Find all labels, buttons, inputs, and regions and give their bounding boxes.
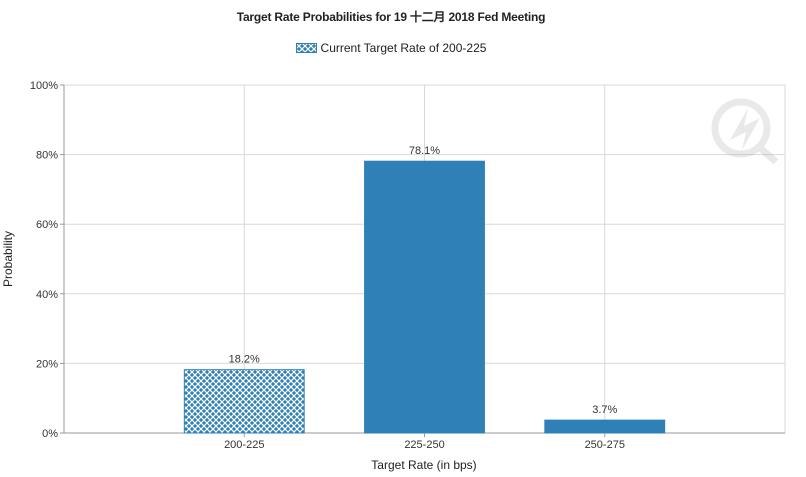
y-tick-label: 0% xyxy=(42,428,58,440)
x-tick-label: 200-225 xyxy=(224,439,264,451)
y-tick-label: 20% xyxy=(36,358,58,370)
watermark-logo xyxy=(711,98,779,165)
legend[interactable]: Current Target Rate of 200-225 xyxy=(0,41,782,55)
x-tick-label: 250-275 xyxy=(585,439,625,451)
data-label: 3.7% xyxy=(592,404,617,416)
legend-label: Current Target Rate of 200-225 xyxy=(320,41,487,55)
chart-title: Target Rate Probabilities for 19 十二月 201… xyxy=(236,10,546,24)
y-tick-label: 60% xyxy=(36,219,58,231)
plot-area: 0% 20% 40% 60% 80% 100% 18.2% 200-225 78.1% 225-2… xyxy=(30,80,786,451)
y-tick-label: 100% xyxy=(30,80,58,92)
y-axis-title: Probability xyxy=(1,231,15,287)
legend-swatch-crosshatch xyxy=(295,42,317,53)
bar-250-275[interactable] xyxy=(544,419,666,434)
y-tick-label: 80% xyxy=(36,150,58,162)
bar-200-225[interactable] xyxy=(183,369,305,434)
bar-225-250[interactable] xyxy=(364,160,485,434)
data-label: 18.2% xyxy=(229,354,260,366)
x-tick-label: 225-250 xyxy=(404,439,444,451)
x-axis-title: Target Rate (in bps) xyxy=(371,458,476,472)
y-tick-label: 40% xyxy=(36,289,58,301)
data-label: 78.1% xyxy=(409,145,440,157)
